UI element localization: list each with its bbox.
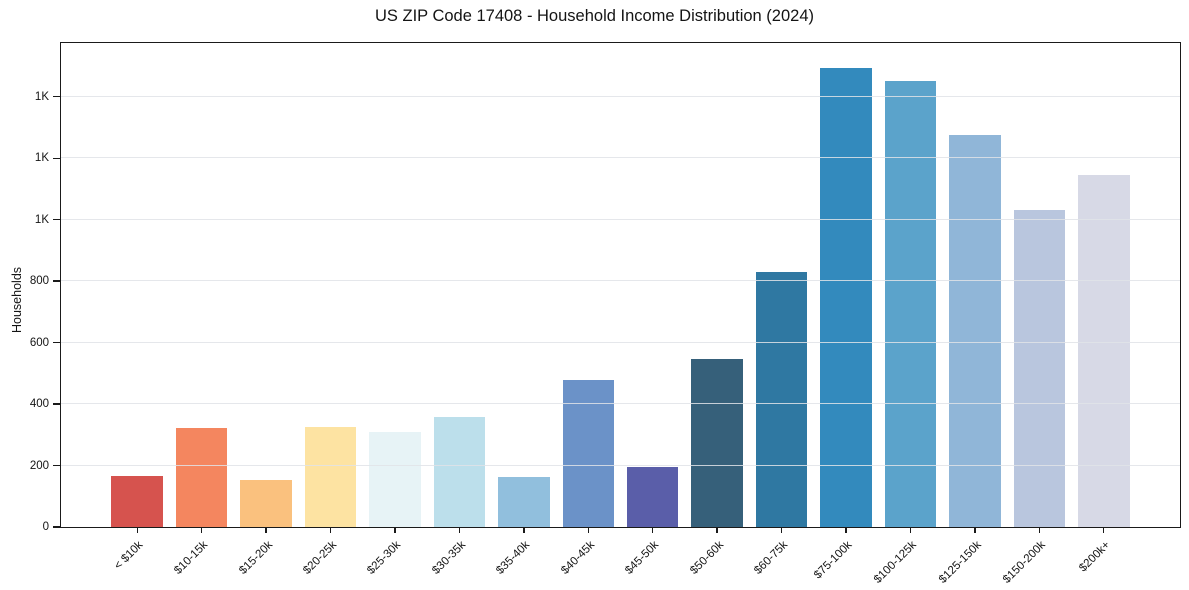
bar — [562, 380, 615, 527]
y-axis-label: Households — [10, 266, 24, 333]
x-tick-label: $100-125k — [872, 539, 919, 586]
x-tick-label: $60-75k — [752, 539, 791, 577]
bar-slot: $125-150k — [936, 43, 1007, 586]
bar — [433, 417, 486, 527]
x-tick — [780, 527, 783, 533]
bar — [1078, 174, 1130, 527]
y-tick-label: 600 — [29, 336, 49, 349]
x-tick-label: $150-200k — [1000, 539, 1048, 586]
x-tick — [394, 527, 396, 533]
bar-slot: $35-40k — [492, 43, 556, 577]
y-tick — [53, 403, 60, 405]
bar-slot: $60-75k — [749, 43, 813, 577]
y-tick — [53, 96, 60, 98]
bar-slot: $75-100k — [812, 43, 878, 581]
bar-slot: $15-20k — [234, 43, 298, 577]
bar — [949, 135, 1001, 527]
y-tick — [53, 219, 60, 221]
x-tick — [1103, 527, 1105, 533]
x-tick — [974, 527, 976, 533]
bar — [175, 428, 228, 527]
x-tick — [1038, 527, 1041, 533]
bar — [1013, 209, 1066, 527]
x-tick — [523, 527, 525, 533]
x-tick — [716, 527, 718, 533]
x-tick-label: $40-45k — [558, 539, 597, 577]
bar-slot: $25-30k — [363, 43, 427, 577]
x-tick-label: $50-60k — [687, 539, 726, 577]
y-tick-label: 0 — [42, 521, 49, 533]
bar-slot: $200k+ — [1072, 43, 1136, 574]
x-tick-label: $20-25k — [301, 539, 340, 577]
x-tick-label: $75-100k — [812, 539, 855, 582]
y-tick-label: 400 — [29, 398, 49, 411]
x-tick — [587, 527, 589, 533]
bar — [304, 427, 357, 527]
bar — [691, 359, 743, 527]
bar — [111, 476, 163, 527]
bar — [755, 271, 808, 527]
x-tick-label: $15-20k — [236, 539, 275, 577]
bar-slot: $150-200k — [1001, 43, 1071, 586]
x-tick-label: $125-150k — [936, 539, 984, 586]
bar-slot: $20-25k — [298, 43, 362, 577]
x-tick — [136, 527, 138, 533]
bar-slot: $40-45k — [556, 43, 620, 577]
bar — [626, 466, 679, 527]
y-tick — [53, 280, 60, 282]
bar-slot: $10-15k — [169, 43, 233, 577]
x-tick — [845, 527, 847, 533]
y-tick — [53, 464, 60, 467]
x-tick — [458, 527, 461, 533]
bar-slot: $30-35k — [427, 43, 491, 577]
plot-area: < $10k $10-15k $15-20k $20-25k $25-30k $30-35… — [30, 42, 1181, 586]
bar — [820, 67, 872, 527]
x-tick — [200, 527, 203, 533]
y-tick — [53, 526, 60, 528]
x-tick — [329, 527, 332, 533]
bar — [498, 477, 550, 527]
x-tick — [265, 527, 267, 533]
x-tick-label: $35-40k — [494, 539, 533, 577]
bar — [369, 432, 421, 527]
y-tick — [53, 157, 60, 159]
bars-row: < $10k $10-15k $15-20k $20-25k $25-30k $30-35… — [61, 43, 1180, 586]
y-tick-label: 1K — [34, 213, 49, 226]
x-tick — [909, 527, 912, 533]
y-tick — [53, 341, 60, 344]
bar — [240, 479, 292, 527]
bar — [884, 81, 937, 527]
y-tick-label: 1K — [34, 90, 49, 103]
x-tick-label: $30-35k — [430, 539, 468, 577]
x-tick — [652, 527, 654, 533]
bar-slot: $100-125k — [872, 43, 942, 586]
x-tick-label: $200k+ — [1076, 539, 1113, 575]
x-tick-label: $25-30k — [365, 539, 404, 577]
bar-slot: $50-60k — [685, 43, 749, 577]
bar-slot: < $10k — [105, 43, 169, 572]
chart-title: US ZIP Code 17408 - Household Income Dis… — [374, 7, 814, 25]
y-tick-label: 800 — [29, 275, 49, 288]
x-tick-label: $10-15k — [172, 539, 211, 577]
y-tick-label: 200 — [29, 459, 49, 472]
x-tick-label: $45-50k — [623, 539, 662, 577]
bar-slot: $45-50k — [621, 43, 685, 577]
y-tick-label: 1K — [34, 152, 49, 165]
x-tick-label: < $10k — [112, 539, 146, 573]
